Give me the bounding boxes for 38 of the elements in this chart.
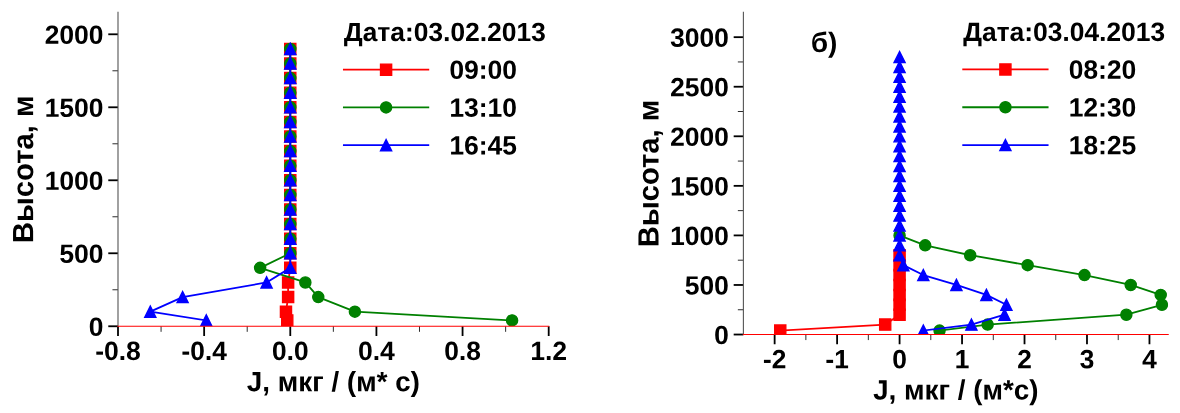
- x-tick-label: 0: [893, 349, 906, 369]
- x-tick-label: -1: [826, 350, 849, 369]
- y-tick-label: 0: [715, 325, 728, 345]
- y-tick-label: 500: [60, 244, 103, 264]
- x-tick-label: -0.8: [96, 341, 140, 361]
- y-tick-label: 1500: [671, 176, 728, 196]
- x-tick-label: -0.4: [182, 341, 227, 361]
- x-tick-label: 0.0: [272, 341, 308, 361]
- x-tick-label: 1: [956, 350, 969, 369]
- x-tick-label: 0.4: [359, 341, 395, 361]
- y-tick-label: 1000: [46, 171, 103, 191]
- x-tick-label: 3: [1080, 349, 1094, 369]
- legend-label: 12:30: [1070, 98, 1136, 117]
- x-tick-label: 0.8: [445, 341, 481, 361]
- y-tick-label: 500: [685, 276, 728, 295]
- legend-label: 16:45: [451, 136, 517, 155]
- x-tick-label: 4: [1142, 350, 1157, 369]
- x-axis-title: J, мкг / (м*с): [873, 379, 1038, 406]
- y-tick-label: 0: [89, 317, 103, 337]
- legend-label: 09:00: [450, 60, 516, 80]
- annotation: б): [812, 31, 836, 58]
- legend-label: 08:20: [1069, 60, 1136, 79]
- legend-label: 18:25: [1070, 135, 1136, 155]
- legend-title: Дата:03.02.2013: [344, 22, 545, 47]
- y-axis-title: Высота, м: [13, 97, 38, 242]
- y-tick-label: 1500: [46, 98, 103, 118]
- y-axis-title: Высота, м: [638, 101, 664, 246]
- x-tick-label: 2: [1018, 349, 1031, 369]
- x-tick-label: 1.2: [532, 341, 566, 360]
- y-tick-label: 2000: [45, 25, 103, 45]
- y-tick-label: 1000: [671, 226, 728, 246]
- y-tick-label: 3000: [670, 28, 728, 48]
- legend-label: 13:10: [451, 98, 516, 117]
- y-tick-label: 2500: [671, 77, 728, 97]
- legend-title: Дата:03.04.2013: [963, 22, 1165, 47]
- x-tick-label: -2: [763, 349, 786, 369]
- y-tick-label: 2000: [671, 127, 728, 147]
- x-axis-title: J, мкг / (м* с): [247, 371, 419, 397]
